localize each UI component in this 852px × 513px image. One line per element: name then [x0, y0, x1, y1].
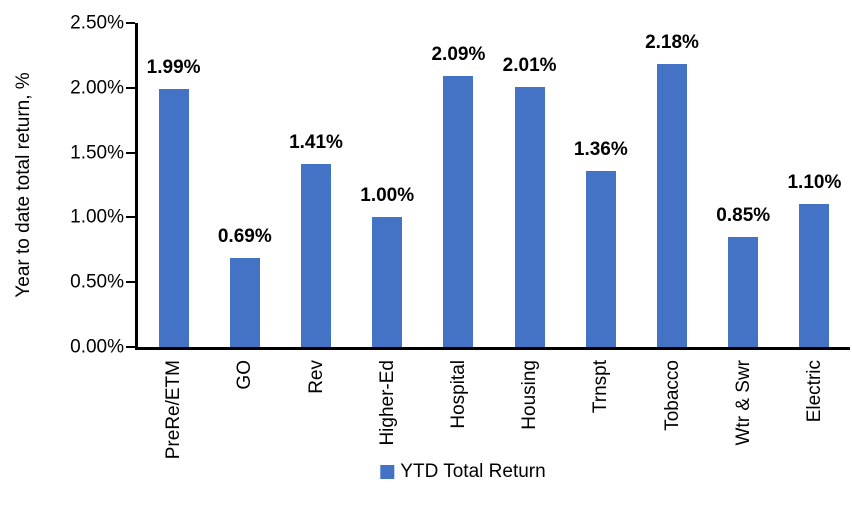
bar-series: 1.99% 0.69% 1.41% 1.00% 2.09% 2.01% 1.36% 2.18%…	[138, 23, 850, 347]
x-label-cell: Wtr & Swr	[708, 360, 779, 446]
x-label-cell: Hospital	[423, 360, 494, 429]
bar	[301, 164, 331, 347]
bar-column: 1.00%	[352, 23, 423, 347]
bar	[158, 89, 189, 347]
x-category-label: Electric	[803, 360, 825, 423]
bar-column: 2.18%	[636, 23, 707, 347]
y-tick-label: 2.00%	[70, 77, 124, 99]
bar-column: 1.10%	[779, 23, 850, 347]
bar-column: 0.85%	[708, 23, 779, 347]
bar	[229, 257, 260, 347]
bar	[514, 86, 545, 347]
y-tick-label: 1.50%	[70, 142, 124, 164]
y-tick-mark	[126, 22, 135, 24]
y-tick-mark	[126, 346, 135, 348]
x-label-cell: PreRe/ETM	[138, 360, 209, 459]
bar-value-label: 1.41%	[289, 132, 343, 154]
x-label-cell: GO	[209, 360, 280, 390]
bar	[657, 64, 688, 347]
x-label-cell: Trnspt	[565, 360, 636, 413]
bar-value-label: 1.36%	[573, 138, 628, 160]
bar-value-label: 1.00%	[360, 185, 415, 207]
bar	[728, 236, 759, 347]
bar-column: 2.01%	[494, 23, 565, 347]
bar-value-label: 1.99%	[146, 57, 201, 79]
y-tick-label: 1.00%	[70, 206, 124, 228]
bar-column: 1.36%	[565, 23, 636, 347]
y-axis-title: Year to date total return, %	[13, 72, 34, 298]
x-category-label: Tobacco	[661, 360, 683, 431]
y-tick-mark	[126, 216, 135, 219]
bar-value-label: 2.09%	[431, 44, 486, 66]
y-tick-mark	[126, 281, 135, 284]
y-tick-label: 2.50%	[70, 12, 124, 34]
bar	[799, 204, 830, 347]
bar	[443, 76, 474, 347]
bar	[585, 170, 616, 347]
x-label-cell: Tobacco	[636, 360, 707, 431]
bar	[372, 217, 403, 347]
y-tick-label: 0.50%	[70, 271, 124, 293]
x-category-label: Housing	[519, 360, 541, 430]
x-category-label: Wtr & Swr	[732, 360, 754, 446]
x-label-cell: Housing	[494, 360, 565, 430]
legend: YTD Total Return	[380, 461, 546, 483]
x-label-cell: Rev	[280, 360, 351, 394]
y-tick-mark	[126, 86, 135, 89]
x-category-label: Hospital	[447, 360, 469, 429]
legend-label: YTD Total Return	[400, 461, 546, 482]
x-category-label: Higher-Ed	[376, 360, 398, 446]
bar-value-label: 1.10%	[787, 172, 842, 194]
x-axis-category-labels: PreRe/ETM GO Rev Higher-Ed Hospital Housing Tr…	[138, 360, 850, 459]
y-tick-label: 0.00%	[70, 336, 124, 358]
x-category-label: GO	[234, 360, 256, 390]
x-label-cell: Electric	[779, 360, 850, 422]
bar-column: 1.99%	[138, 23, 209, 347]
bar-column: 0.69%	[209, 23, 280, 347]
legend-swatch-icon	[380, 465, 395, 479]
bar-column: 1.41%	[280, 23, 351, 347]
plot-area: 0.00% 0.50% 1.00% 1.50% 2.00% 2.50% 1.99% 0.69…	[70, 14, 850, 357]
bar-value-label: 2.18%	[645, 32, 699, 54]
bar-value-label: 0.85%	[716, 204, 771, 226]
bar-value-label: 0.69%	[217, 225, 272, 247]
x-category-label: Trnspt	[590, 360, 612, 414]
y-tick-mark	[126, 151, 135, 154]
x-label-cell: Higher-Ed	[352, 360, 423, 446]
x-category-label: PreRe/ETM	[163, 360, 185, 460]
x-category-label: Rev	[305, 360, 327, 394]
bar-value-label: 2.01%	[502, 54, 557, 76]
bar-column: 2.09%	[423, 23, 494, 347]
